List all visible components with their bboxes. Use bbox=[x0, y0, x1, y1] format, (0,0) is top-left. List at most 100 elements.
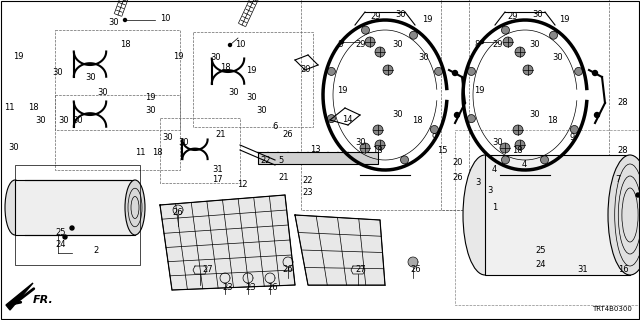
Ellipse shape bbox=[467, 68, 476, 76]
Text: 27: 27 bbox=[202, 265, 212, 274]
Circle shape bbox=[593, 70, 598, 76]
Text: 16: 16 bbox=[618, 265, 628, 274]
Text: 31: 31 bbox=[212, 165, 223, 174]
Polygon shape bbox=[284, 258, 292, 266]
Text: 30: 30 bbox=[392, 40, 403, 49]
Bar bbox=[441, 0, 609, 210]
Text: 17: 17 bbox=[212, 175, 223, 184]
Bar bbox=[160, 118, 240, 183]
Polygon shape bbox=[193, 266, 207, 274]
Bar bbox=[55, 30, 180, 130]
Text: 15: 15 bbox=[437, 146, 447, 155]
Polygon shape bbox=[409, 258, 417, 266]
Text: 21: 21 bbox=[215, 130, 225, 139]
Text: 23: 23 bbox=[302, 188, 312, 197]
Ellipse shape bbox=[125, 180, 145, 235]
Text: 30: 30 bbox=[529, 40, 540, 49]
Ellipse shape bbox=[608, 155, 640, 275]
Text: 18: 18 bbox=[412, 116, 422, 125]
Bar bbox=[455, 130, 640, 305]
Ellipse shape bbox=[515, 47, 525, 57]
Text: 30: 30 bbox=[108, 18, 118, 27]
Bar bbox=[485, 155, 630, 275]
Text: 28: 28 bbox=[617, 98, 628, 107]
Ellipse shape bbox=[467, 115, 476, 123]
Text: 30: 30 bbox=[8, 143, 19, 152]
Ellipse shape bbox=[383, 65, 393, 75]
Bar bbox=[301, 0, 469, 210]
Text: 25: 25 bbox=[55, 228, 65, 237]
Text: 29: 29 bbox=[370, 12, 381, 21]
Text: 13: 13 bbox=[310, 145, 321, 154]
Text: 30: 30 bbox=[145, 106, 156, 115]
Text: 30: 30 bbox=[395, 10, 406, 19]
Circle shape bbox=[70, 226, 74, 230]
Text: 8: 8 bbox=[337, 40, 342, 49]
Ellipse shape bbox=[550, 31, 557, 39]
Text: 30: 30 bbox=[355, 138, 365, 147]
Text: 18: 18 bbox=[152, 148, 163, 157]
Ellipse shape bbox=[513, 125, 523, 135]
Text: 30: 30 bbox=[529, 110, 540, 119]
Text: FR.: FR. bbox=[33, 295, 54, 305]
Ellipse shape bbox=[502, 156, 509, 164]
Text: 30: 30 bbox=[97, 88, 108, 97]
Text: 19: 19 bbox=[559, 15, 570, 24]
Polygon shape bbox=[244, 274, 252, 282]
Text: 30: 30 bbox=[256, 106, 267, 115]
Polygon shape bbox=[266, 274, 274, 282]
Ellipse shape bbox=[328, 68, 335, 76]
Ellipse shape bbox=[502, 26, 509, 34]
Text: 19: 19 bbox=[145, 93, 156, 102]
Ellipse shape bbox=[410, 31, 417, 39]
Ellipse shape bbox=[463, 155, 507, 275]
Text: 4: 4 bbox=[492, 165, 497, 174]
Text: 30: 30 bbox=[246, 93, 257, 102]
Text: 21: 21 bbox=[278, 173, 289, 182]
Text: 7: 7 bbox=[615, 175, 620, 184]
Text: 30: 30 bbox=[392, 110, 403, 119]
Text: 26: 26 bbox=[267, 283, 278, 292]
Text: 22: 22 bbox=[260, 156, 271, 165]
Text: 29: 29 bbox=[492, 40, 502, 49]
Text: 30: 30 bbox=[228, 88, 239, 97]
Text: 18: 18 bbox=[120, 40, 131, 49]
Text: 26: 26 bbox=[172, 208, 182, 217]
Text: 18: 18 bbox=[28, 103, 38, 112]
Text: 19: 19 bbox=[173, 52, 184, 61]
Ellipse shape bbox=[430, 125, 438, 133]
Text: 30: 30 bbox=[52, 68, 63, 77]
Ellipse shape bbox=[362, 26, 369, 34]
Ellipse shape bbox=[500, 143, 510, 153]
Text: 18: 18 bbox=[372, 146, 383, 155]
Text: 18: 18 bbox=[512, 146, 523, 155]
Text: 30: 30 bbox=[210, 53, 221, 62]
Bar bbox=[15, 180, 135, 235]
Circle shape bbox=[481, 41, 483, 44]
Text: 26: 26 bbox=[410, 265, 420, 274]
Circle shape bbox=[340, 41, 344, 44]
Ellipse shape bbox=[570, 125, 579, 133]
Text: 30: 30 bbox=[492, 138, 502, 147]
Ellipse shape bbox=[515, 140, 525, 150]
Text: 9: 9 bbox=[432, 133, 437, 142]
Polygon shape bbox=[295, 215, 385, 285]
Ellipse shape bbox=[375, 47, 385, 57]
Text: 18: 18 bbox=[547, 116, 557, 125]
Text: 3: 3 bbox=[487, 186, 492, 195]
Text: 19: 19 bbox=[13, 52, 24, 61]
Text: 23: 23 bbox=[222, 283, 232, 292]
Polygon shape bbox=[221, 274, 229, 282]
Circle shape bbox=[452, 70, 458, 76]
Text: 11: 11 bbox=[135, 148, 145, 157]
Polygon shape bbox=[6, 283, 33, 310]
Polygon shape bbox=[160, 195, 295, 290]
Text: 20: 20 bbox=[452, 158, 463, 167]
Text: 2: 2 bbox=[93, 246, 99, 255]
Text: 29: 29 bbox=[507, 12, 518, 21]
Text: 24: 24 bbox=[55, 240, 65, 249]
Text: 19: 19 bbox=[337, 86, 348, 95]
Ellipse shape bbox=[541, 156, 548, 164]
Text: 28: 28 bbox=[617, 146, 628, 155]
Polygon shape bbox=[174, 206, 182, 214]
